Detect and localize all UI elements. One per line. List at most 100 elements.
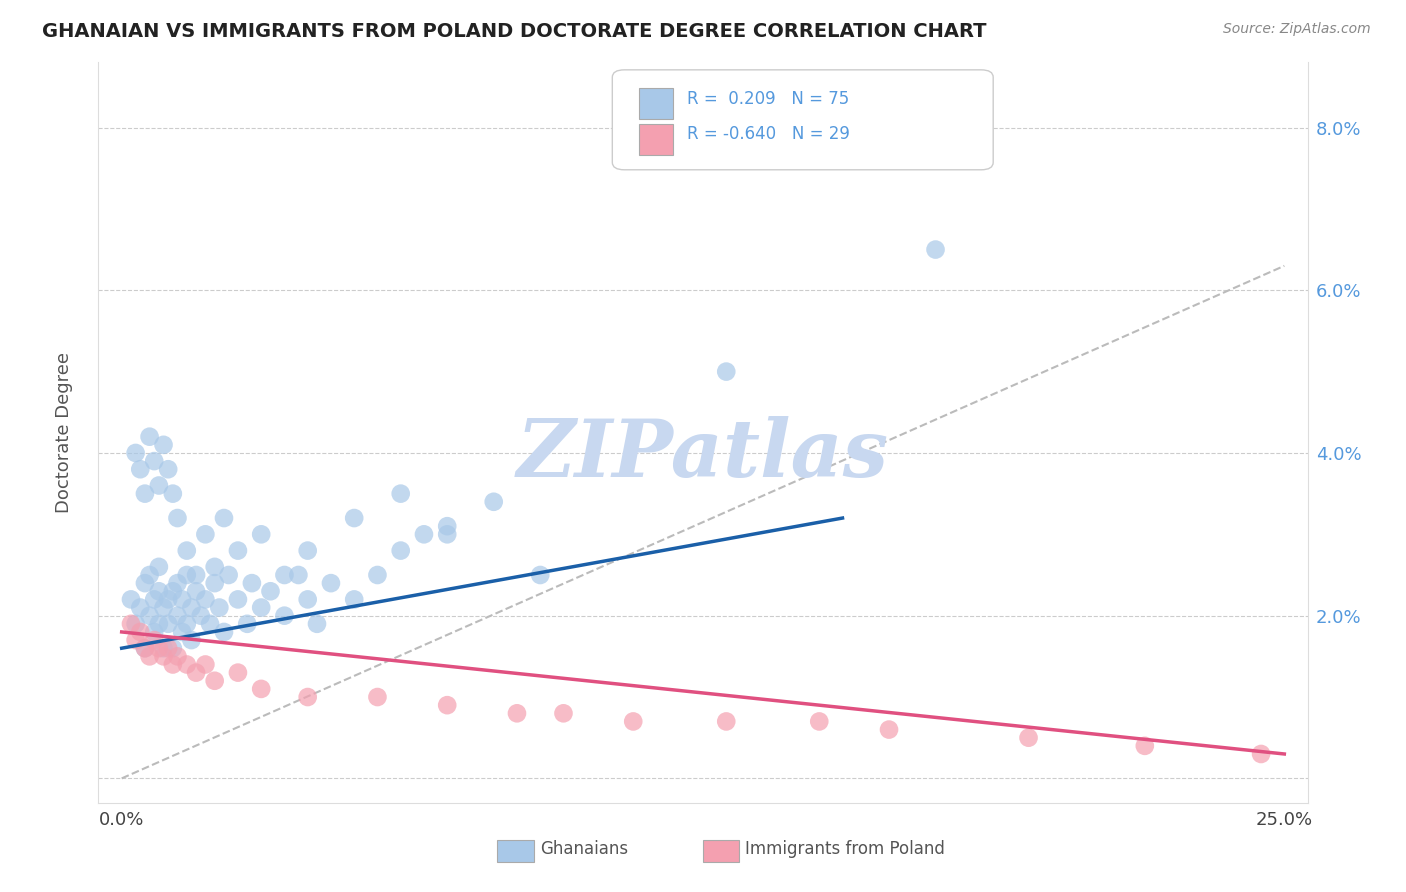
Ghanaians bbox=[218, 568, 240, 582]
Immigrants from Poland bbox=[366, 690, 388, 704]
Ghanaians bbox=[184, 584, 207, 599]
FancyBboxPatch shape bbox=[703, 840, 740, 862]
Ghanaians bbox=[143, 624, 166, 639]
Ghanaians bbox=[250, 527, 273, 541]
Immigrants from Poland bbox=[166, 649, 188, 664]
Immigrants from Poland bbox=[297, 690, 319, 704]
Immigrants from Poland bbox=[226, 665, 249, 680]
Ghanaians bbox=[204, 559, 226, 574]
Ghanaians bbox=[924, 243, 946, 257]
Y-axis label: Doctorate Degree: Doctorate Degree bbox=[55, 352, 73, 513]
Ghanaians bbox=[162, 486, 184, 500]
Ghanaians bbox=[212, 624, 235, 639]
Ghanaians bbox=[287, 568, 309, 582]
Ghanaians bbox=[297, 543, 319, 558]
Ghanaians bbox=[180, 600, 202, 615]
Ghanaians bbox=[138, 430, 160, 444]
Ghanaians bbox=[166, 576, 188, 591]
Ghanaians bbox=[176, 543, 198, 558]
Ghanaians bbox=[194, 527, 217, 541]
Ghanaians bbox=[129, 462, 152, 476]
Ghanaians bbox=[366, 568, 388, 582]
Immigrants from Poland bbox=[204, 673, 226, 688]
Ghanaians bbox=[162, 641, 184, 656]
Ghanaians bbox=[343, 511, 366, 525]
Immigrants from Poland bbox=[250, 681, 273, 696]
Ghanaians bbox=[389, 486, 412, 500]
Immigrants from Poland bbox=[436, 698, 458, 713]
Immigrants from Poland bbox=[176, 657, 198, 672]
FancyBboxPatch shape bbox=[613, 70, 993, 169]
Immigrants from Poland bbox=[124, 633, 146, 648]
Ghanaians bbox=[138, 568, 160, 582]
Immigrants from Poland bbox=[120, 616, 142, 631]
FancyBboxPatch shape bbox=[638, 124, 673, 155]
Ghanaians bbox=[180, 633, 202, 648]
Ghanaians bbox=[134, 641, 156, 656]
Ghanaians bbox=[436, 527, 458, 541]
Ghanaians bbox=[166, 511, 188, 525]
FancyBboxPatch shape bbox=[498, 840, 534, 862]
Ghanaians bbox=[166, 608, 188, 623]
Immigrants from Poland bbox=[506, 706, 529, 721]
Ghanaians bbox=[172, 624, 194, 639]
Immigrants from Poland bbox=[553, 706, 575, 721]
Ghanaians bbox=[148, 478, 170, 492]
Ghanaians bbox=[226, 592, 249, 607]
Ghanaians bbox=[413, 527, 436, 541]
Ghanaians bbox=[208, 600, 231, 615]
Immigrants from Poland bbox=[184, 665, 207, 680]
Ghanaians bbox=[212, 511, 235, 525]
Immigrants from Poland bbox=[134, 641, 156, 656]
Ghanaians bbox=[250, 600, 273, 615]
Ghanaians bbox=[157, 616, 180, 631]
Text: GHANAIAN VS IMMIGRANTS FROM POLAND DOCTORATE DEGREE CORRELATION CHART: GHANAIAN VS IMMIGRANTS FROM POLAND DOCTO… bbox=[42, 22, 987, 41]
Ghanaians bbox=[134, 486, 156, 500]
Ghanaians bbox=[172, 592, 194, 607]
Ghanaians bbox=[143, 454, 166, 468]
Immigrants from Poland bbox=[138, 649, 160, 664]
Immigrants from Poland bbox=[808, 714, 831, 729]
Ghanaians bbox=[482, 495, 505, 509]
Text: Immigrants from Poland: Immigrants from Poland bbox=[745, 840, 945, 858]
Immigrants from Poland bbox=[621, 714, 644, 729]
Ghanaians bbox=[134, 576, 156, 591]
Ghanaians bbox=[198, 616, 221, 631]
Ghanaians bbox=[152, 641, 174, 656]
Text: R =  0.209   N = 75: R = 0.209 N = 75 bbox=[688, 90, 849, 108]
Immigrants from Poland bbox=[1133, 739, 1156, 753]
Ghanaians bbox=[236, 616, 259, 631]
Text: Source: ZipAtlas.com: Source: ZipAtlas.com bbox=[1223, 22, 1371, 37]
Ghanaians bbox=[273, 608, 295, 623]
FancyBboxPatch shape bbox=[638, 88, 673, 120]
Immigrants from Poland bbox=[162, 657, 184, 672]
Ghanaians bbox=[143, 592, 166, 607]
Text: Ghanaians: Ghanaians bbox=[540, 840, 628, 858]
Immigrants from Poland bbox=[877, 723, 900, 737]
Ghanaians bbox=[194, 592, 217, 607]
Ghanaians bbox=[176, 616, 198, 631]
Ghanaians bbox=[716, 365, 738, 379]
Ghanaians bbox=[184, 568, 207, 582]
Ghanaians bbox=[120, 592, 142, 607]
Ghanaians bbox=[157, 592, 180, 607]
Text: ZIPatlas: ZIPatlas bbox=[517, 416, 889, 493]
Immigrants from Poland bbox=[716, 714, 738, 729]
Immigrants from Poland bbox=[157, 641, 180, 656]
Immigrants from Poland bbox=[143, 633, 166, 648]
Immigrants from Poland bbox=[194, 657, 217, 672]
Immigrants from Poland bbox=[1018, 731, 1040, 745]
Ghanaians bbox=[148, 584, 170, 599]
Ghanaians bbox=[240, 576, 263, 591]
Ghanaians bbox=[259, 584, 281, 599]
Ghanaians bbox=[226, 543, 249, 558]
Ghanaians bbox=[204, 576, 226, 591]
Ghanaians bbox=[124, 446, 146, 460]
Ghanaians bbox=[305, 616, 328, 631]
Immigrants from Poland bbox=[148, 641, 170, 656]
Immigrants from Poland bbox=[129, 624, 152, 639]
Ghanaians bbox=[129, 600, 152, 615]
Ghanaians bbox=[148, 559, 170, 574]
Ghanaians bbox=[389, 543, 412, 558]
Ghanaians bbox=[176, 568, 198, 582]
